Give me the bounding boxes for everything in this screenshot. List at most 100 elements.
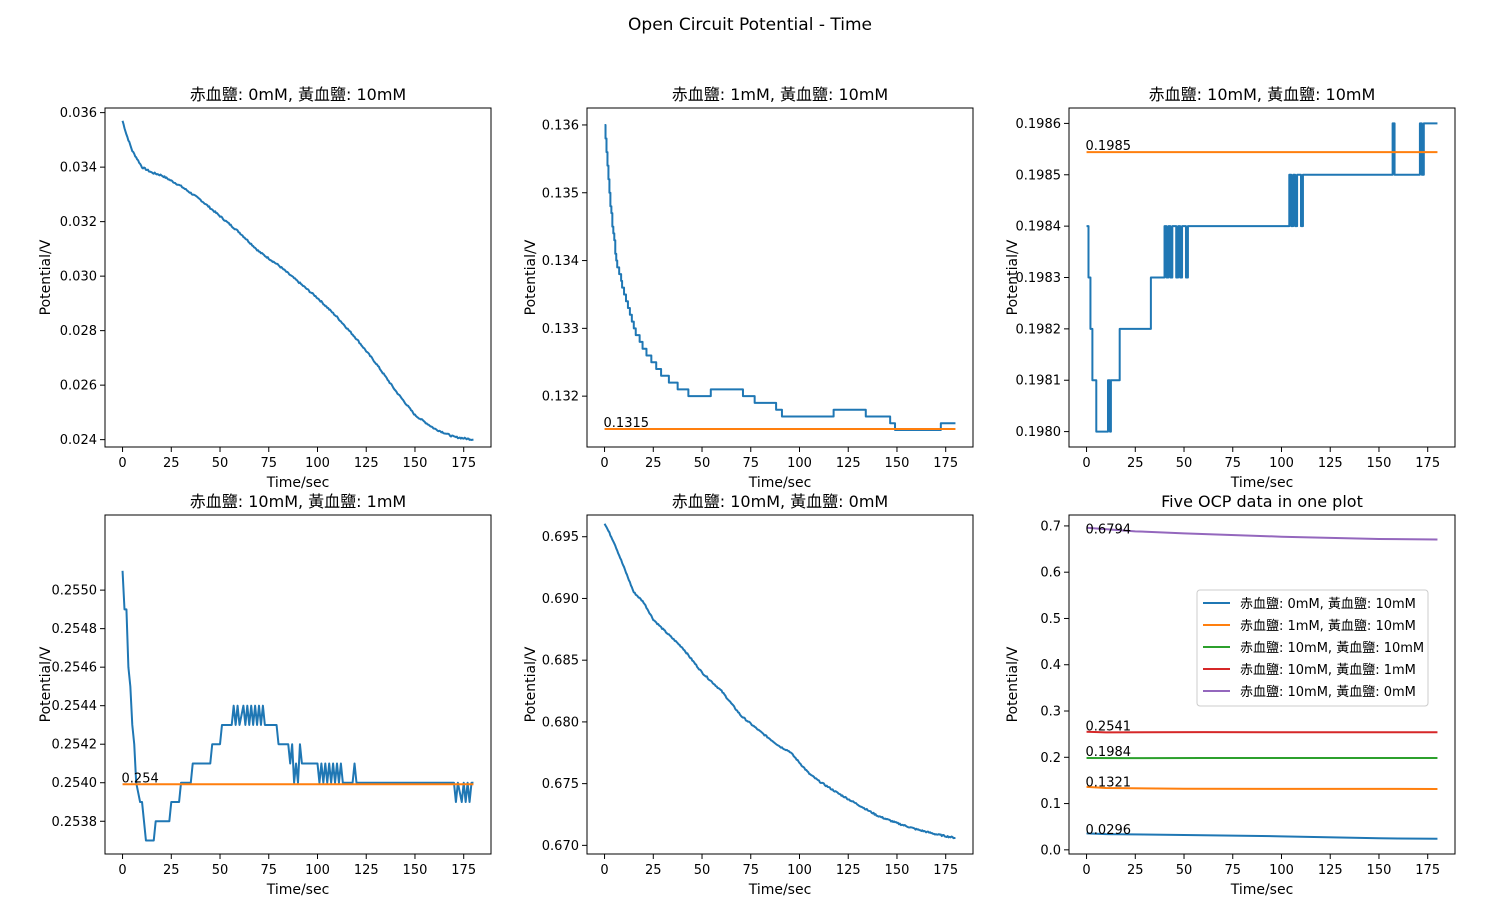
y-tick-label: 0.685 xyxy=(542,654,579,669)
y-tick-label: 0.6 xyxy=(1040,566,1061,581)
plot-area xyxy=(1086,526,1438,840)
y-tick-label: 0.1984 xyxy=(1016,220,1062,235)
series-line-1 xyxy=(1086,122,1438,433)
subplots: 赤血鹽: 0mM, 黃血鹽: 10mM 0 25 50 75 100 125 150 175 0.… xyxy=(38,85,1456,898)
x-tick-label: 50 xyxy=(694,863,711,878)
legend: 赤血鹽: 0mM, 黃血鹽: 10mM 赤血鹽: 1mM, 黃血鹽: 10mM 赤血… xyxy=(1196,589,1429,707)
y-tick-label: 0.032 xyxy=(60,215,97,230)
subplot-3: 赤血鹽: 10mM, 黃血鹽: 10mM 0 25 50 75 100 125 150 175 0… xyxy=(1005,85,1456,491)
series-line-4 xyxy=(1086,730,1438,734)
y-axis-label: Potential/V xyxy=(1005,239,1021,315)
x-tick-label: 0 xyxy=(118,456,126,471)
legend-entry: 赤血鹽: 10mM, 黃血鹽: 0mM xyxy=(1240,685,1416,700)
y-tick-label: 0.2544 xyxy=(52,699,98,714)
x-tick-label: 100 xyxy=(1269,456,1294,471)
x-tick-label: 75 xyxy=(1224,456,1241,471)
y-tick-label: 0.135 xyxy=(542,186,579,201)
x-tick-label: 75 xyxy=(1224,863,1241,878)
x-tick-label: 125 xyxy=(354,863,379,878)
value-annotation: 0.1315 xyxy=(604,416,650,431)
axes-frame xyxy=(104,107,492,448)
x-tick-label: 150 xyxy=(885,863,910,878)
x-tick-label: 100 xyxy=(1269,863,1294,878)
x-tick-label: 150 xyxy=(1367,863,1392,878)
y-tick-label: 0.2 xyxy=(1040,751,1061,766)
x-tick-label: 25 xyxy=(1127,863,1144,878)
value-annotation: 0.254 xyxy=(122,771,159,786)
x-tick-label: 125 xyxy=(1318,863,1343,878)
y-tick-label: 0.2548 xyxy=(52,622,98,637)
axes-frame xyxy=(1068,514,1456,855)
x-tick-label: 175 xyxy=(933,863,958,878)
y-axis-label: Potential/V xyxy=(38,239,54,315)
value-annotation: 0.0296 xyxy=(1086,823,1132,838)
series-line-2 xyxy=(1086,785,1438,790)
series-line-1 xyxy=(121,570,474,842)
y-tick-label: 0.1981 xyxy=(1016,374,1062,389)
y-tick-label: 0.024 xyxy=(60,433,97,448)
x-tick-label: 25 xyxy=(645,456,662,471)
x-tick-label: 0 xyxy=(118,863,126,878)
x-tick-label: 100 xyxy=(787,863,812,878)
x-tick-label: 50 xyxy=(1176,456,1193,471)
y-tick-label: 0.136 xyxy=(542,118,579,133)
y-tick-label: 0.028 xyxy=(60,324,97,339)
x-tick-label: 175 xyxy=(1415,456,1440,471)
series-line-1 xyxy=(121,120,474,441)
y-tick-label: 0.133 xyxy=(542,322,579,337)
y-tick-label: 0.1980 xyxy=(1016,425,1062,440)
series-line-5 xyxy=(1086,526,1438,541)
y-tick-label: 0.030 xyxy=(60,270,97,285)
y-tick-label: 0.7 xyxy=(1040,519,1061,534)
plot-area xyxy=(1086,122,1438,433)
subplot-6: Five OCP data in one plot 0 25 50 75 100 125 15… xyxy=(1005,492,1456,898)
x-tick-label: 50 xyxy=(1176,863,1193,878)
plot-area xyxy=(603,523,956,840)
y-tick-label: 0.026 xyxy=(60,379,97,394)
legend-entry: 赤血鹽: 1mM, 黃血鹽: 10mM xyxy=(1240,619,1416,634)
y-tick-label: 0.4 xyxy=(1040,658,1061,673)
y-axis-label: Potential/V xyxy=(38,646,54,722)
y-tick-label: 0.0 xyxy=(1040,843,1061,858)
y-axis-label: Potential/V xyxy=(1005,646,1021,722)
x-tick-label: 25 xyxy=(163,863,180,878)
value-annotation: 0.2541 xyxy=(1086,719,1132,734)
x-tick-label: 125 xyxy=(354,456,379,471)
y-tick-label: 0.2546 xyxy=(52,661,98,676)
x-tick-label: 100 xyxy=(305,456,330,471)
subplot-5: 赤血鹽: 10mM, 黃血鹽: 0mM 0 25 50 75 100 125 150 175 0.… xyxy=(523,492,974,898)
x-tick-label: 0 xyxy=(600,863,608,878)
subplot-title: 赤血鹽: 10mM, 黃血鹽: 1mM xyxy=(190,492,406,511)
y-tick-label: 0.132 xyxy=(542,390,579,405)
subplot-title: 赤血鹽: 1mM, 黃血鹽: 10mM xyxy=(672,85,888,104)
x-tick-label: 175 xyxy=(1415,863,1440,878)
y-axis-label: Potential/V xyxy=(523,646,539,722)
y-tick-label: 0.2540 xyxy=(52,776,98,791)
x-axis-label: Time/sec xyxy=(266,882,330,898)
x-tick-label: 150 xyxy=(403,863,428,878)
x-tick-label: 175 xyxy=(933,456,958,471)
x-axis-label: Time/sec xyxy=(748,882,812,898)
axes-frame xyxy=(586,107,974,448)
subplot-title: 赤血鹽: 10mM, 黃血鹽: 10mM xyxy=(1149,85,1376,104)
subplot-title: 赤血鹽: 0mM, 黃血鹽: 10mM xyxy=(190,85,406,104)
x-tick-label: 150 xyxy=(1367,456,1392,471)
y-tick-label: 0.1985 xyxy=(1016,168,1062,183)
x-tick-label: 100 xyxy=(787,456,812,471)
x-tick-label: 75 xyxy=(742,863,759,878)
x-tick-label: 125 xyxy=(1318,456,1343,471)
legend-box xyxy=(1196,589,1429,707)
y-tick-label: 0.036 xyxy=(60,106,97,121)
x-tick-label: 100 xyxy=(305,863,330,878)
axes-frame xyxy=(104,514,492,855)
y-tick-label: 0.670 xyxy=(542,839,579,854)
x-tick-label: 0 xyxy=(1082,456,1090,471)
x-tick-label: 175 xyxy=(451,456,476,471)
x-tick-label: 50 xyxy=(694,456,711,471)
subplot-title: Five OCP data in one plot xyxy=(1161,492,1363,511)
x-tick-label: 25 xyxy=(1127,456,1144,471)
y-tick-label: 0.2542 xyxy=(52,738,98,753)
x-tick-label: 50 xyxy=(212,863,229,878)
plot-area xyxy=(121,570,474,842)
y-tick-label: 0.5 xyxy=(1040,612,1061,627)
